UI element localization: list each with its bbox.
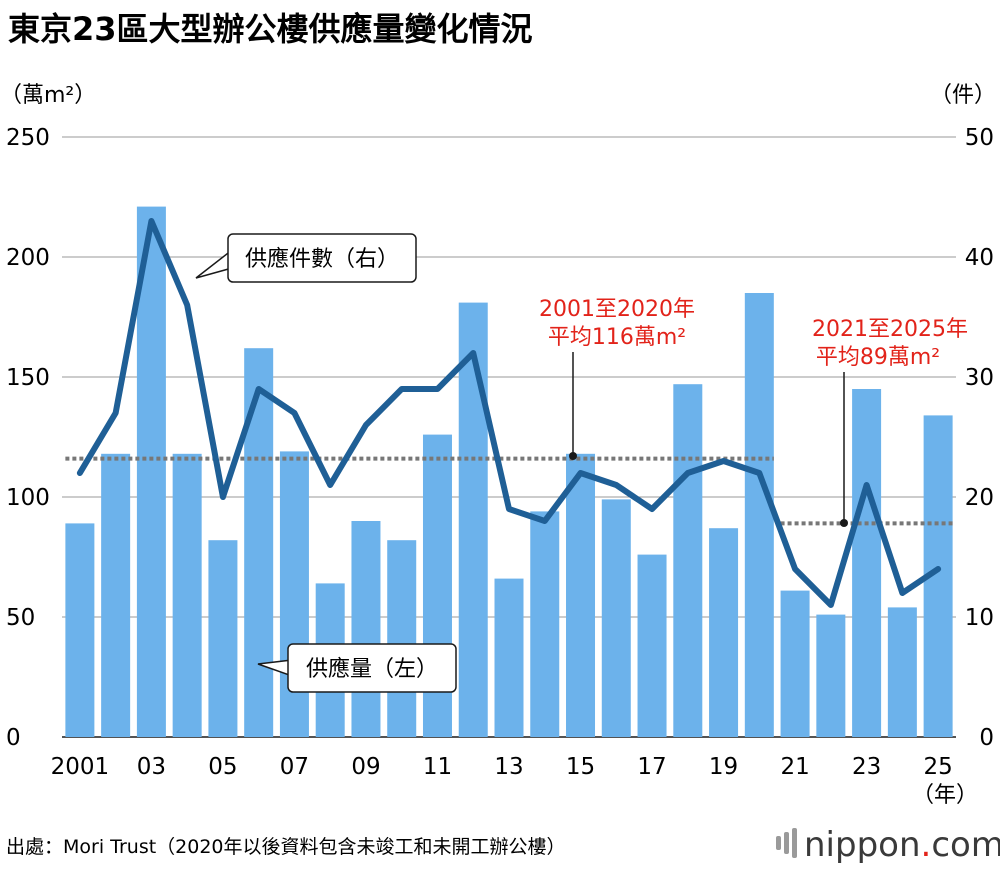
bar-series-callout: 供應量（左） bbox=[257, 643, 457, 693]
right-tick-label: 0 bbox=[979, 725, 994, 751]
line-callout-box bbox=[227, 233, 417, 283]
average-annotation-2001-2020: 2001至2020年 平均116萬m² bbox=[539, 297, 695, 460]
bar bbox=[244, 348, 274, 737]
average-label-line-1: 2001至2020年 bbox=[539, 297, 695, 322]
right-tick-label: 20 bbox=[965, 485, 994, 511]
line-series bbox=[76, 218, 942, 608]
line-series-label: 供應件數（右） bbox=[245, 246, 399, 272]
x-tick-label: 07 bbox=[280, 754, 309, 780]
x-tick-label: 11 bbox=[423, 754, 452, 780]
left-tick-label: 200 bbox=[6, 245, 50, 271]
left-tick-label: 100 bbox=[6, 485, 50, 511]
average-leader-dot bbox=[569, 452, 577, 460]
left-tick-label: 250 bbox=[6, 125, 50, 151]
year-suffix: （年） bbox=[912, 783, 978, 808]
x-tick-label: 09 bbox=[351, 754, 380, 780]
bar-series-label: 供應量（左） bbox=[306, 656, 438, 682]
right-tick-label: 40 bbox=[965, 245, 994, 271]
bar bbox=[637, 554, 667, 737]
nippon-logo-icon bbox=[776, 828, 797, 858]
bar bbox=[101, 453, 131, 737]
x-tick-label: 21 bbox=[780, 754, 809, 780]
average-label-line-2: 平均89萬m² bbox=[816, 345, 940, 370]
bar bbox=[816, 614, 846, 737]
left-tick-label: 0 bbox=[6, 725, 21, 751]
left-axis-ticks: 0 50 100 150 200 250 bbox=[6, 125, 50, 751]
average-label-line-1: 2021至2025年 bbox=[812, 317, 968, 342]
x-tick-label: 15 bbox=[566, 754, 595, 780]
x-tick-label: 05 bbox=[208, 754, 237, 780]
average-label-line-2: 平均116萬m² bbox=[548, 325, 686, 350]
brand-logo: nippon.com bbox=[776, 825, 1000, 865]
average-annotation-2021-2025: 2021至2025年 平均89萬m² bbox=[812, 317, 968, 527]
bar bbox=[601, 499, 631, 737]
bar bbox=[852, 389, 882, 737]
right-axis-unit: （件） bbox=[930, 83, 996, 108]
bar bbox=[387, 540, 417, 737]
bar-series bbox=[65, 206, 953, 738]
bar-callout-box bbox=[287, 643, 457, 693]
right-tick-label: 30 bbox=[965, 365, 994, 391]
bar bbox=[530, 511, 560, 737]
x-tick-label: 25 bbox=[923, 754, 952, 780]
x-tick-label: 19 bbox=[709, 754, 738, 780]
average-lines bbox=[65, 456, 953, 526]
bar bbox=[887, 607, 917, 737]
line-series-callout: 供應件數（右） bbox=[195, 233, 417, 283]
bar bbox=[494, 578, 524, 737]
bar bbox=[566, 453, 596, 737]
left-tick-label: 150 bbox=[6, 365, 50, 391]
left-axis-unit: （萬m²） bbox=[0, 83, 96, 108]
source-note: 出處：Mori Trust（2020年以後資料包含未竣工和未開工辦公樓） bbox=[6, 836, 566, 858]
x-tick-label: 03 bbox=[137, 754, 166, 780]
line-callout-pointer bbox=[195, 248, 233, 279]
bar bbox=[172, 453, 202, 737]
bar bbox=[279, 451, 309, 737]
brand-text: nippon.com bbox=[804, 825, 1000, 865]
bar bbox=[780, 590, 810, 737]
right-tick-label: 50 bbox=[965, 125, 994, 151]
count-line bbox=[76, 218, 942, 608]
right-tick-label: 10 bbox=[965, 605, 994, 631]
bar bbox=[136, 206, 166, 738]
bar bbox=[65, 523, 95, 737]
bar bbox=[351, 521, 381, 737]
right-axis-ticks: 0 10 20 30 40 50 bbox=[965, 125, 994, 751]
bar bbox=[709, 528, 739, 737]
bar bbox=[458, 302, 488, 737]
x-tick-label: 13 bbox=[494, 754, 523, 780]
chart-title: 東京23區大型辦公樓供應量變化情況 bbox=[8, 10, 533, 48]
bar bbox=[744, 293, 774, 737]
x-tick-label: 23 bbox=[852, 754, 881, 780]
left-tick-label: 50 bbox=[6, 605, 35, 631]
bar bbox=[673, 384, 703, 737]
bar bbox=[208, 540, 238, 737]
x-axis-ticks: 2001 03 05 07 09 11 13 15 17 19 21 23 25 bbox=[51, 754, 953, 780]
x-tick-label: 17 bbox=[637, 754, 666, 780]
x-tick-label: 2001 bbox=[51, 754, 110, 780]
average-leader-dot bbox=[840, 519, 848, 527]
